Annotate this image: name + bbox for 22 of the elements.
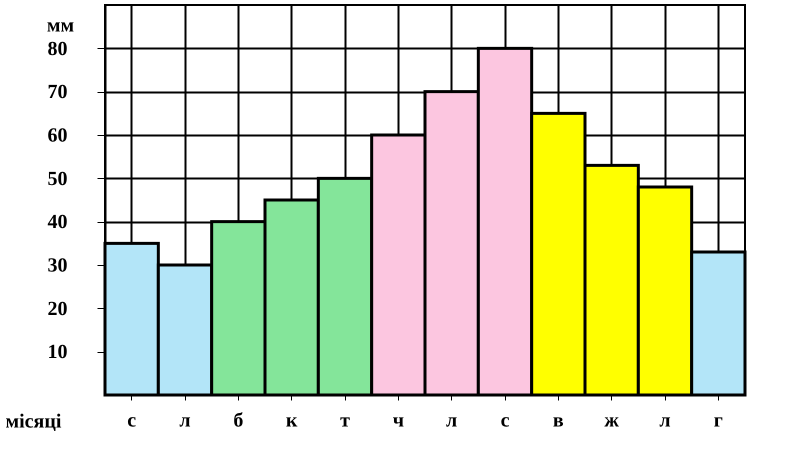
x-tick-label: к (286, 410, 298, 432)
x-tick-label: л (659, 410, 671, 432)
y-tick-label: 70 (48, 81, 68, 104)
x-tick-label: с (127, 410, 136, 432)
x-tick-label: в (552, 410, 564, 432)
y-tick-label: 10 (48, 341, 68, 364)
y-tick-label: 50 (48, 168, 68, 190)
y-tick-label: 60 (48, 124, 68, 146)
x-tick-label: с (500, 410, 510, 432)
x-tick-label: ч (392, 410, 404, 432)
y-axis-title: мм (46, 14, 74, 36)
y-tick-label: 40 (48, 211, 68, 234)
x-axis-title: місяці (6, 410, 62, 432)
x-tick-label: ж (604, 410, 620, 432)
y-tick-label: 80 (48, 38, 68, 60)
x-tick-label: т (340, 410, 350, 432)
x-tick-label: г (714, 410, 723, 432)
y-tick-label: 20 (48, 298, 68, 320)
x-tick-label: л (179, 410, 191, 432)
y-tick-label: 30 (48, 254, 68, 276)
x-tick-label: б (233, 410, 244, 432)
x-tick-label: л (446, 410, 458, 432)
